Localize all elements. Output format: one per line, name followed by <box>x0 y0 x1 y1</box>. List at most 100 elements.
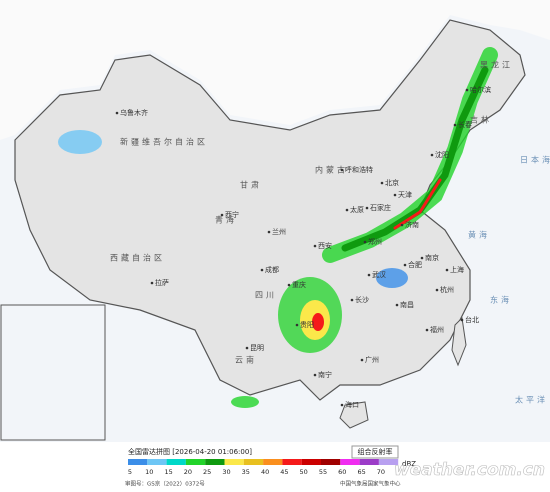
echo-cluster <box>312 313 324 331</box>
legend-tick-label: 35 <box>242 468 250 476</box>
city-label: 福州 <box>430 325 444 334</box>
legend-swatch <box>147 459 167 465</box>
city-dot <box>313 244 317 248</box>
city-dot <box>400 223 404 227</box>
city-dot <box>115 111 119 115</box>
region-label: 东海 <box>490 295 512 305</box>
city-label: 合肥 <box>408 260 422 269</box>
city-dot <box>340 403 344 407</box>
legend-swatch <box>359 459 379 465</box>
city-dot <box>345 208 349 212</box>
city-dot <box>295 323 299 327</box>
city-dot <box>287 283 291 287</box>
legend-tick-label: 55 <box>319 468 327 476</box>
city-dot <box>393 193 397 197</box>
city-label: 太原 <box>350 205 364 214</box>
city-dot <box>420 256 424 260</box>
legend-panel <box>0 442 550 492</box>
city-dot <box>350 298 354 302</box>
approval: 审图号：GS京（2022）0372号 <box>125 480 205 488</box>
city-label: 台北 <box>465 315 479 324</box>
product: 组合反射率 <box>358 447 393 456</box>
legend-tick-label: 15 <box>164 468 172 476</box>
legend-swatch <box>243 459 264 465</box>
city-dot <box>460 318 464 322</box>
region-label: 黄海 <box>468 230 490 240</box>
legend-swatch <box>185 459 206 465</box>
city-label: 贵阳 <box>300 320 314 329</box>
city-label: 南宁 <box>318 370 332 379</box>
region-label: 四川 <box>255 291 277 300</box>
legend-swatch <box>282 459 302 465</box>
region-label: 内蒙古 <box>315 165 348 175</box>
city-dot <box>245 346 249 350</box>
city-label: 广州 <box>365 355 379 364</box>
legend-swatch <box>224 459 244 465</box>
region-label: 甘肃 <box>240 180 262 190</box>
city-label: 西宁 <box>225 210 239 219</box>
city-label: 上海 <box>450 265 464 274</box>
legend-tick-label: 65 <box>357 468 365 476</box>
region-label: 新疆维吾尔自治区 <box>120 137 208 147</box>
city-label: 海口 <box>345 400 359 409</box>
city-dot <box>395 303 399 307</box>
radar-echoes <box>58 47 498 408</box>
legend-swatch <box>263 459 283 465</box>
city-label: 重庆 <box>292 280 306 289</box>
legend-tick-label: 45 <box>280 468 288 476</box>
city-dot <box>363 240 367 244</box>
city-dot <box>430 153 434 157</box>
city-label: 长春 <box>458 120 472 129</box>
watermark: weather.com.cn <box>394 460 545 480</box>
legend-tick-label: 20 <box>184 468 192 476</box>
city-dot <box>435 288 439 292</box>
region-label: 吉林 <box>470 115 492 125</box>
region-label: 青海 <box>215 215 237 225</box>
city-label: 呼和浩特 <box>345 165 373 174</box>
legend-tick-label: 5 <box>128 468 132 476</box>
city-dot <box>403 263 407 267</box>
region-label: 西藏自治区 <box>110 253 165 263</box>
city-dot <box>313 373 317 377</box>
region-label: 云南 <box>235 355 257 365</box>
city-label: 北京 <box>385 178 399 187</box>
city-dot <box>150 281 154 285</box>
echo-core <box>393 178 442 230</box>
region-label: 黑龙江 <box>480 60 513 70</box>
legend-tick-label: 50 <box>300 468 308 476</box>
city-dot <box>453 123 457 127</box>
city-label: 郑州 <box>368 238 382 246</box>
legend-tick-label: 40 <box>261 468 269 476</box>
legend-tick-label: 10 <box>145 468 153 476</box>
legend-swatch <box>378 459 399 465</box>
city-label: 南京 <box>425 253 439 262</box>
city-dot <box>425 328 429 332</box>
city-dot <box>367 273 371 277</box>
city-dot <box>360 358 364 362</box>
city-label: 石家庄 <box>370 203 391 212</box>
city-label: 武汉 <box>372 270 386 279</box>
title: 全国雷达拼图 [2026-04-20 01:06:00] <box>128 447 252 456</box>
echo-cluster <box>231 396 259 408</box>
legend-tick-label: 30 <box>222 468 230 476</box>
city-label: 沈阳 <box>435 150 449 159</box>
legend-swatch <box>301 459 321 465</box>
legend-swatch <box>128 459 148 465</box>
legend-swatch <box>340 459 360 465</box>
echo-cluster <box>58 130 102 154</box>
city-dot <box>220 213 224 217</box>
city-label: 成都 <box>265 265 279 274</box>
city-label: 杭州 <box>440 285 454 294</box>
city-dot <box>260 268 264 272</box>
city-label: 昆明 <box>250 344 264 352</box>
legend-swatch <box>205 459 225 465</box>
south-sea-inset <box>0 304 106 441</box>
legend-tick-label: 70 <box>377 468 385 476</box>
city-label: 拉萨 <box>155 278 169 287</box>
legend-swatch <box>321 459 341 465</box>
city-label: 哈尔滨 <box>470 85 491 94</box>
city-label: 西安 <box>318 241 332 250</box>
legend-tick-label: 60 <box>338 468 346 476</box>
